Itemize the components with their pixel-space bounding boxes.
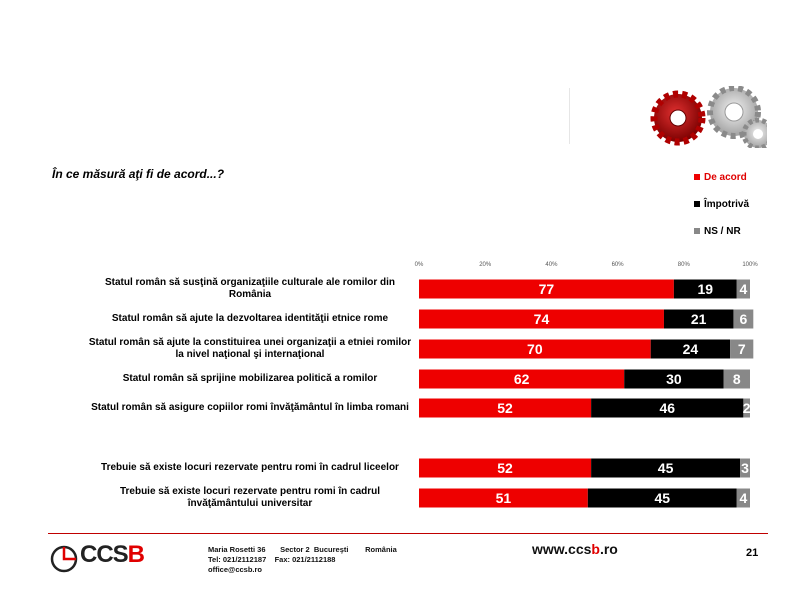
bar-segment	[733, 309, 754, 329]
bar-segment	[740, 458, 750, 478]
bar-segment	[591, 458, 741, 478]
category-label: Statul român să ajute la constituirea un…	[88, 337, 412, 360]
bar-data-label: 8	[733, 371, 741, 387]
x-tick-label: 20%	[479, 262, 492, 268]
address-line-2: Tel: 021/2112187 Fax: 021/2112188	[208, 555, 336, 564]
bar-segment	[650, 339, 731, 359]
logo-text: CCSB	[80, 541, 145, 568]
x-tick-label: 80%	[678, 262, 691, 268]
bar-segment	[736, 488, 750, 508]
bar-data-label: 51	[496, 490, 512, 506]
x-tick-label: 60%	[612, 262, 625, 268]
header-divider	[569, 88, 570, 144]
footer-address: Maria Rosetti 36 Sector 2 Bucureşti Româ…	[208, 545, 397, 575]
footer-divider	[48, 533, 768, 534]
bar-segment	[730, 339, 754, 359]
gears-image	[650, 86, 767, 148]
x-tick-label: 0%	[415, 262, 424, 268]
bar-data-label: 74	[534, 311, 550, 327]
ccsb-logo: CCSB	[50, 541, 200, 577]
bar-segment	[419, 458, 592, 478]
category-label: Trebuie să existe locuri rezervate pentr…	[119, 486, 381, 509]
bar-segment	[419, 309, 664, 329]
x-tick-label: 100%	[742, 262, 758, 268]
category-label: Statul român să sprijine mobilizarea pol…	[122, 373, 378, 384]
bar-data-label: 3	[741, 460, 749, 476]
stacked-bar-chart: 0% 20% 40% 60% 80% 100%77 19 474 21 670 24 762 30 852…	[415, 262, 758, 508]
gray-gear-icon	[707, 86, 767, 148]
category-label: Trebuie să existe locuri rezervate pentr…	[101, 462, 399, 473]
survey-question: În ce măsură aţi fi de acord...?	[52, 167, 225, 181]
bar-data-label: 2	[743, 400, 751, 416]
legend-swatch-dk	[694, 228, 700, 234]
bar-data-label: 77	[539, 281, 555, 297]
bar-segment	[587, 488, 737, 508]
legend-label-against: Împotrivă	[704, 198, 750, 210]
bar-data-label: 45	[658, 460, 674, 476]
bar-segment	[736, 279, 750, 299]
legend-item-against: Împotrivă	[694, 198, 749, 210]
bar-segment	[723, 369, 750, 389]
bar-data-label: 24	[683, 341, 699, 357]
legend-label-agree: De acord	[704, 171, 747, 183]
address-line-3[interactable]: office@ccsb.ro	[208, 565, 262, 574]
legend-swatch-agree	[694, 174, 700, 180]
legend-swatch-against	[694, 201, 700, 207]
bar-data-label: 52	[497, 460, 513, 476]
category-label: Statul român să susţină organizaţiile cu…	[104, 277, 396, 300]
bar-data-label: 30	[666, 371, 682, 387]
bar-data-label: 70	[527, 341, 543, 357]
bar-data-label: 6	[739, 311, 747, 327]
logo-mark-icon	[50, 545, 78, 573]
bar-data-label: 4	[739, 281, 747, 297]
bar-segment	[419, 488, 588, 508]
bar-data-label: 52	[497, 400, 513, 416]
bar-data-label: 45	[654, 490, 670, 506]
page-number: 21	[746, 547, 759, 559]
bar-data-label: 4	[739, 490, 747, 506]
category-label: Statul român să ajute la dezvoltarea ide…	[111, 313, 389, 324]
bar-segment	[591, 398, 744, 418]
bar-segment	[663, 309, 734, 329]
bar-data-label: 19	[698, 281, 714, 297]
bar-data-label: 46	[659, 400, 675, 416]
red-gear-icon	[650, 90, 706, 146]
category-label: Statul român să asigure copiilor romi în…	[91, 402, 409, 413]
bar-segment	[743, 398, 750, 418]
bar-data-label: 21	[691, 311, 707, 327]
bar-segment	[419, 279, 674, 299]
bar-segment	[624, 369, 724, 389]
website-link[interactable]: www.ccsb.ro	[532, 541, 618, 557]
bar-segment	[673, 279, 737, 299]
bar-segment	[419, 369, 625, 389]
legend-item-agree: De acord	[694, 171, 749, 183]
bar-data-label: 7	[738, 341, 746, 357]
chart-legend: De acord Împotrivă NS / NR	[694, 171, 749, 252]
legend-label-dk: NS / NR	[704, 225, 741, 237]
bar-data-label: 62	[514, 371, 530, 387]
address-line-1: Maria Rosetti 36 Sector 2 Bucureşti Româ…	[208, 545, 397, 554]
bar-segment	[419, 339, 651, 359]
bar-segment	[419, 398, 592, 418]
legend-item-dk: NS / NR	[694, 225, 749, 237]
x-tick-label: 40%	[545, 262, 558, 268]
